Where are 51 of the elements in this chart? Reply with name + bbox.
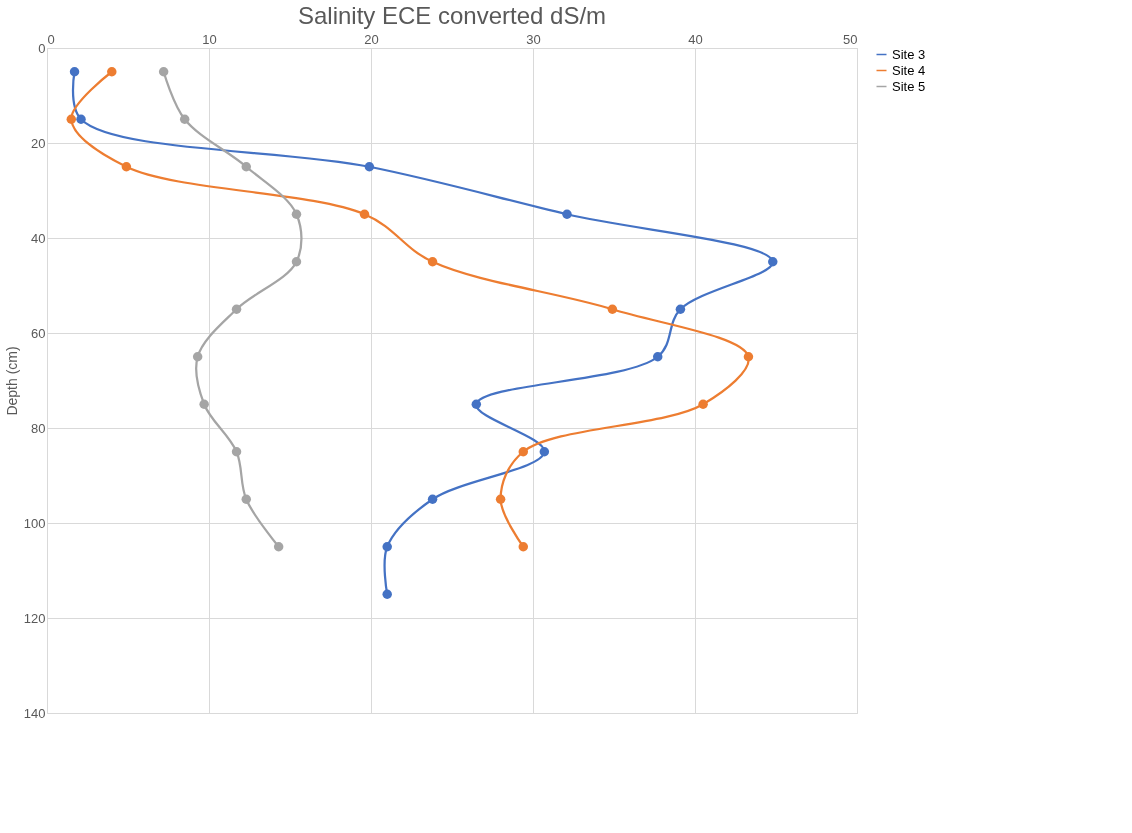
point xyxy=(241,494,251,504)
x-tick-label: 30 xyxy=(526,31,541,47)
legend-label: Site 4 xyxy=(892,62,926,78)
point xyxy=(241,162,251,172)
point xyxy=(273,542,284,552)
point xyxy=(158,67,169,77)
point xyxy=(675,304,686,314)
point xyxy=(539,447,550,457)
y-tick-label: 120 xyxy=(23,610,46,626)
y-tick-label: 40 xyxy=(31,230,46,246)
point xyxy=(653,352,663,362)
point xyxy=(562,209,572,219)
point xyxy=(427,494,438,504)
point xyxy=(231,447,242,457)
x-tick-label: 50 xyxy=(843,31,858,47)
point xyxy=(518,542,529,552)
x-tick-label: 20 xyxy=(364,31,379,47)
point xyxy=(471,399,482,409)
y-axis-title: Depth (cm) xyxy=(3,346,20,416)
point xyxy=(495,494,506,504)
point xyxy=(768,257,778,267)
x-tick-label: 40 xyxy=(688,31,703,47)
point xyxy=(518,447,529,457)
point xyxy=(291,257,302,267)
y-tick-label: 140 xyxy=(23,705,46,721)
point xyxy=(382,589,392,599)
point xyxy=(192,352,203,362)
y-tick-label: 100 xyxy=(23,515,46,531)
point xyxy=(121,162,132,172)
point xyxy=(107,67,117,77)
point xyxy=(698,399,708,409)
point xyxy=(179,114,190,124)
y-tick-label: 60 xyxy=(31,325,46,341)
y-tick-label: 20 xyxy=(31,135,46,151)
x-tick-label: 10 xyxy=(202,31,217,47)
point xyxy=(76,114,86,124)
point xyxy=(427,257,438,267)
point xyxy=(291,209,302,219)
point xyxy=(69,67,80,77)
point xyxy=(382,542,392,552)
point xyxy=(743,352,754,362)
point xyxy=(231,304,242,314)
point xyxy=(66,114,77,124)
point xyxy=(364,162,375,172)
point xyxy=(199,399,209,409)
legend-label: Site 3 xyxy=(892,46,926,62)
point xyxy=(359,209,370,219)
chart-title: Salinity ECE converted dS/m xyxy=(297,2,607,29)
y-tick-label: 80 xyxy=(31,420,46,436)
legend-label: Site 5 xyxy=(892,78,926,94)
point xyxy=(607,304,618,314)
